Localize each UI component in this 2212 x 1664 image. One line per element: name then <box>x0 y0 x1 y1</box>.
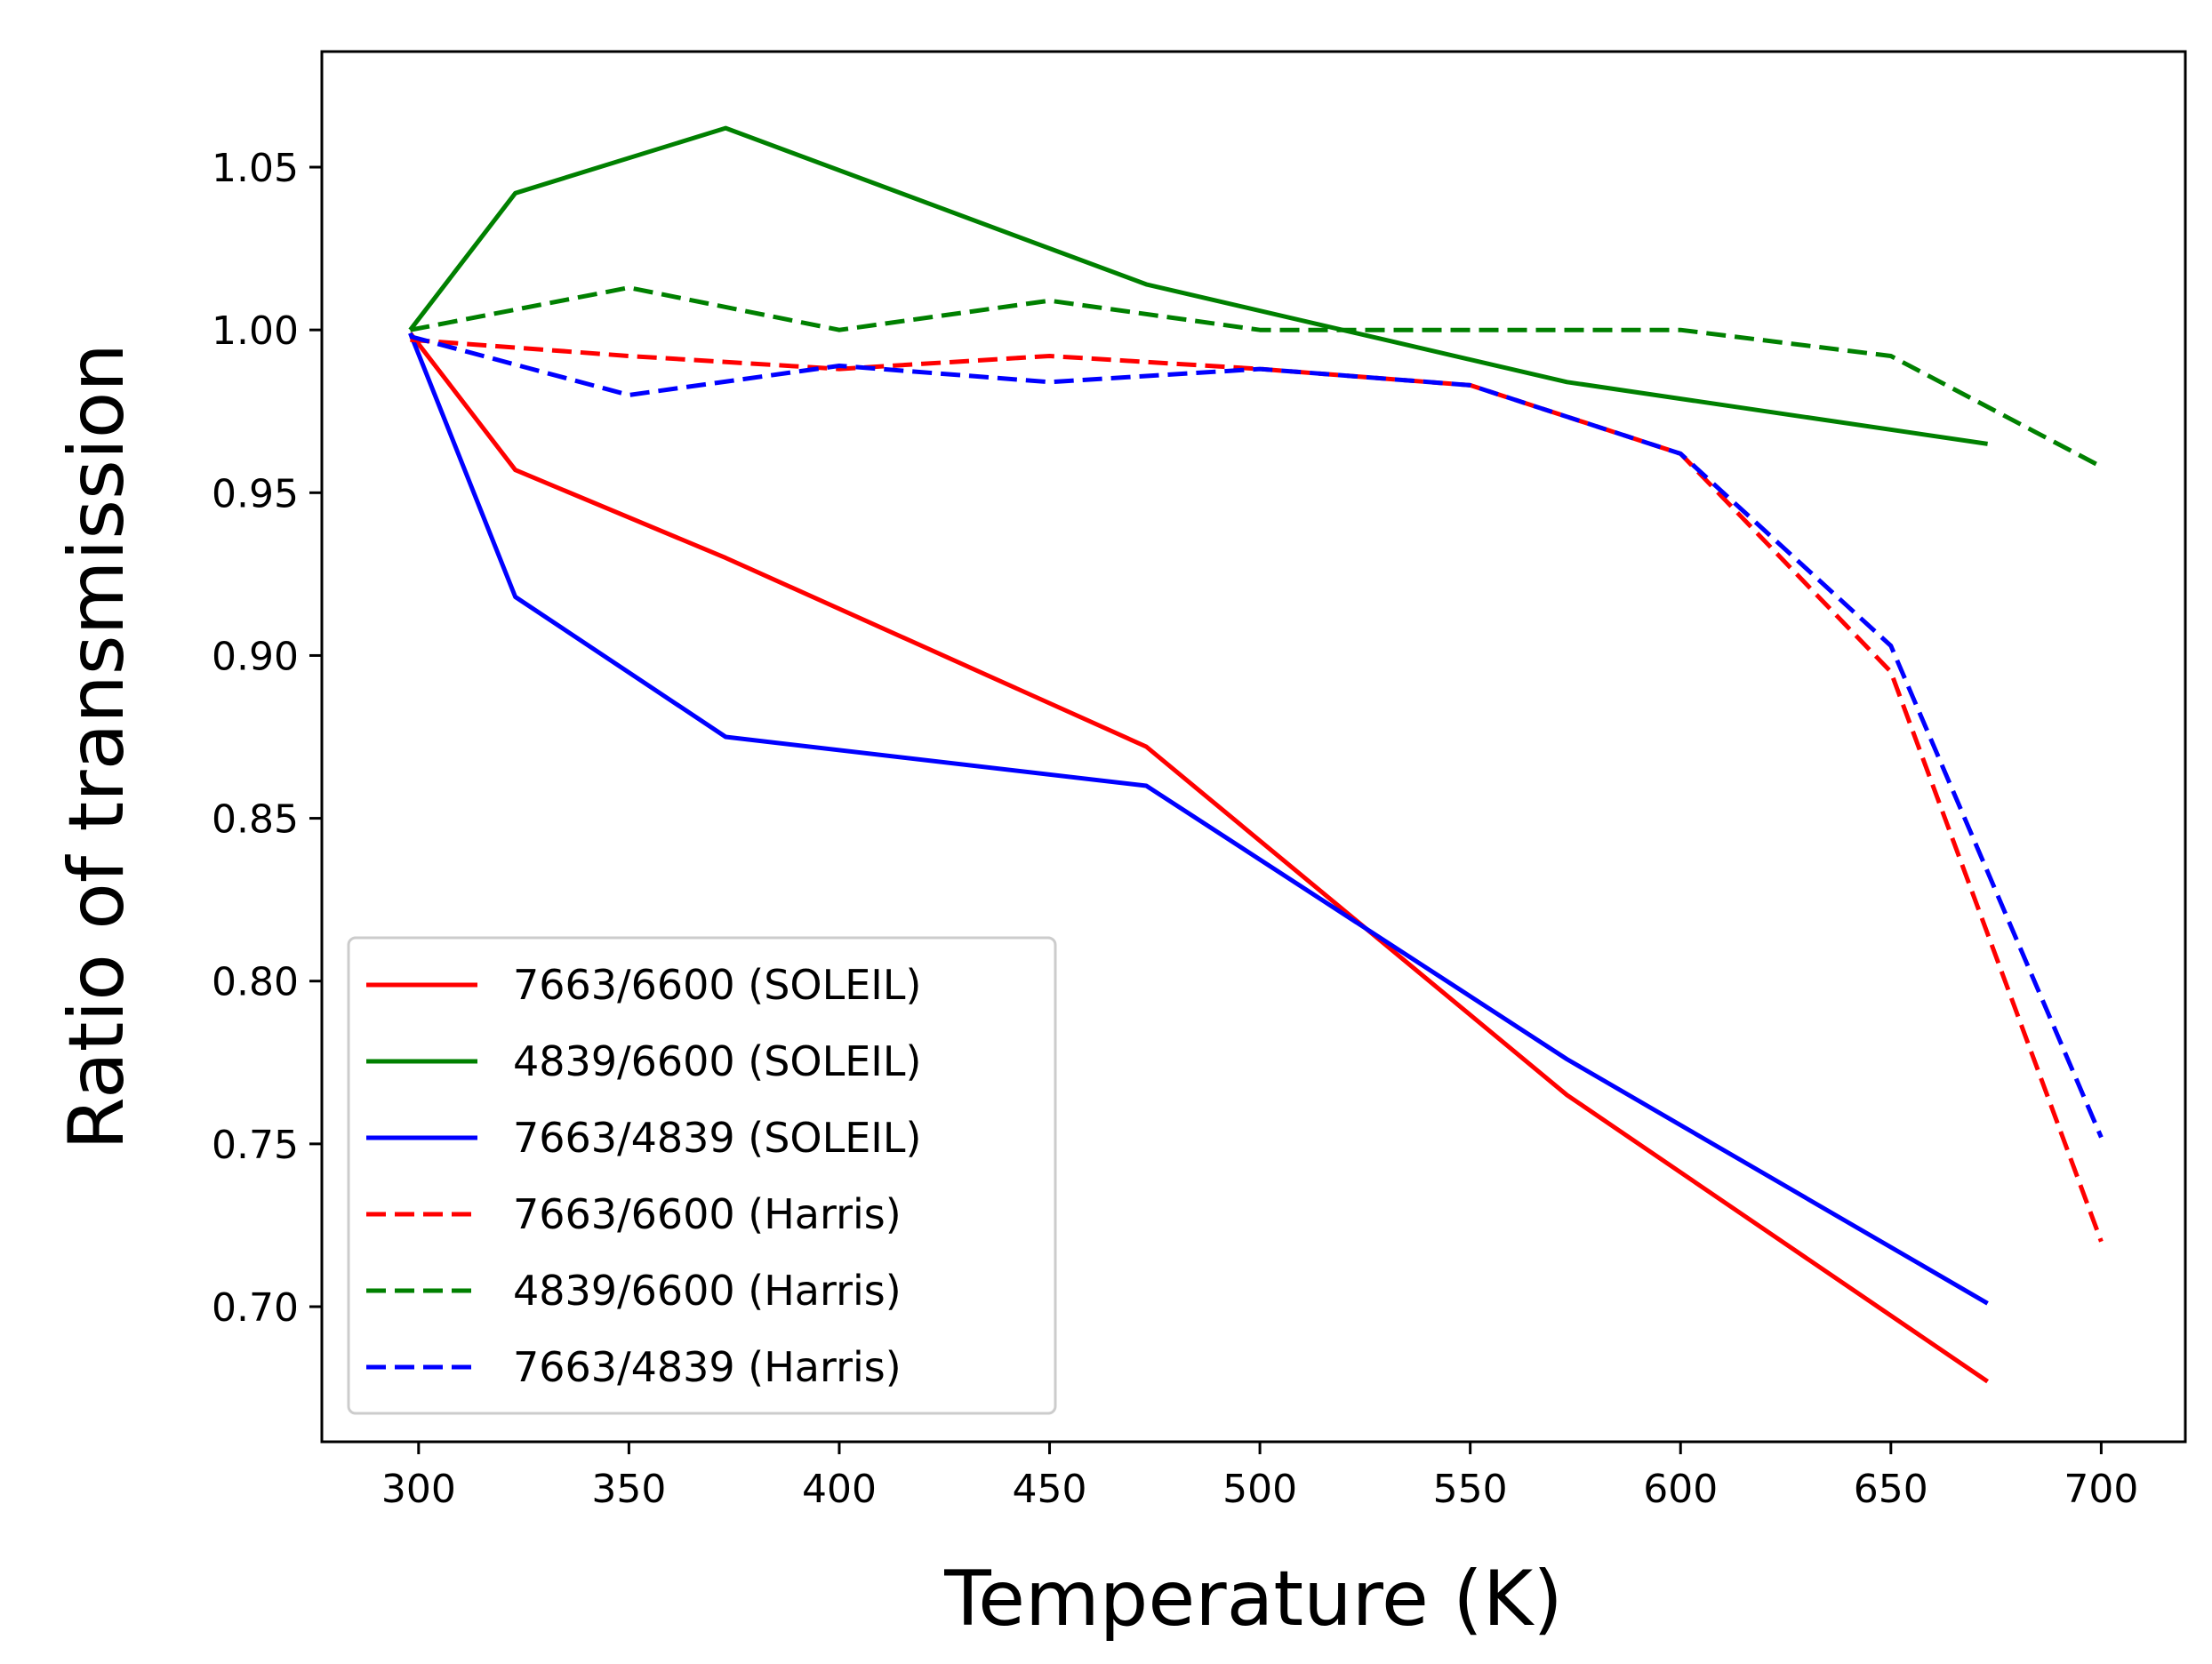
legend-label-5: 7663/4839 (Harris) <box>513 1343 902 1391</box>
series-line-2 <box>408 332 1989 1306</box>
x-tick-label: 550 <box>1433 1467 1508 1512</box>
legend-label-0: 7663/6600 (SOLEIL) <box>513 961 921 1009</box>
y-tick-label: 1.05 <box>212 146 299 191</box>
y-axis-label: Ratio of transmission <box>52 343 141 1150</box>
legend-label-1: 4839/6600 (SOLEIL) <box>513 1037 921 1085</box>
x-tick-label: 450 <box>1013 1467 1087 1512</box>
legend-label-4: 4839/6600 (Harris) <box>513 1267 902 1315</box>
y-tick-label: 0.85 <box>212 797 299 843</box>
series-line-4 <box>409 285 2103 469</box>
y-tick-label: 0.70 <box>212 1285 299 1331</box>
series-line-1 <box>408 125 1988 446</box>
x-tick-label: 650 <box>1854 1467 1928 1512</box>
y-tick-label: 0.80 <box>212 960 299 1005</box>
plot-frame <box>320 50 2187 1444</box>
x-axis-label: Temperature (K) <box>943 1555 1563 1644</box>
x-tick-label: 600 <box>1643 1467 1718 1512</box>
legend-label-2: 7663/4839 (SOLEIL) <box>513 1114 921 1162</box>
y-tick-label: 0.90 <box>212 634 299 679</box>
x-tick-label: 350 <box>591 1467 666 1512</box>
legend-label-3: 7663/6600 (Harris) <box>513 1190 902 1238</box>
series-line-0 <box>408 332 1990 1384</box>
series-line-3 <box>410 337 2104 1243</box>
y-tick-label: 1.00 <box>212 308 299 354</box>
y-tick-label: 0.75 <box>212 1123 299 1168</box>
legend: 7663/6600 (SOLEIL) 4839/6600 (SOLEIL) 7663… <box>347 936 1057 1415</box>
y-tick-label: 0.95 <box>212 471 299 516</box>
legend-box <box>347 936 1057 1415</box>
series-line-5 <box>409 334 2104 1139</box>
x-tick-label: 500 <box>1222 1467 1297 1512</box>
x-tick-label: 300 <box>381 1467 456 1512</box>
x-tick-label: 700 <box>2064 1467 2138 1512</box>
x-tick-label: 400 <box>802 1467 877 1512</box>
